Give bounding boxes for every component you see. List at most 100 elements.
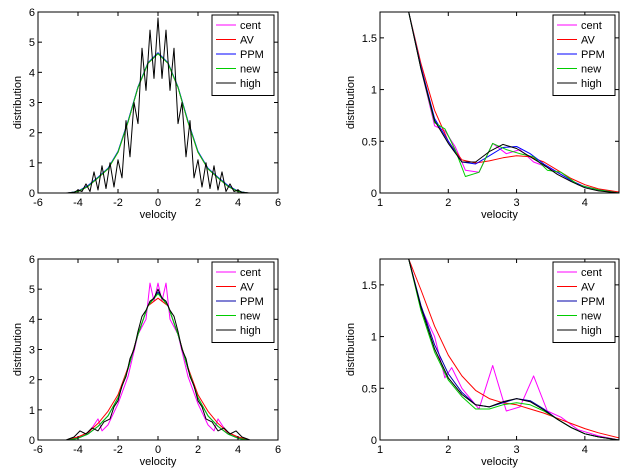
legend-label: new [240,64,260,76]
series-line-high [408,259,619,440]
y-tick-label: 4 [29,314,35,326]
series-line-AV [408,12,619,193]
legend: cent AV PPM new high [211,14,275,96]
chart-panel-4: 1 2 3 4 0 0.5 1 1.5 velocity distribution cent AV PP… [345,258,620,468]
legend-box [552,261,616,343]
legend-label: PPM [240,49,264,61]
plot-lines [65,282,251,440]
legend-label: new [581,64,601,76]
legend-label: high [240,325,261,337]
series-line-new [67,53,249,193]
legend-label: cent [581,267,602,279]
legend: cent AV PPM new high [552,261,616,343]
y-tick-label: 1 [29,405,35,417]
legend: cent AV PPM new high [552,14,616,96]
legend-box [211,261,275,343]
y-tick-label: 1 [371,85,377,97]
series-line-high [65,288,251,440]
x-tick-label: -4 [73,444,83,456]
y-tick-label: 1 [371,332,377,344]
y-axis-label: distribution [345,323,357,376]
y-tick-label: 1 [29,158,35,170]
legend-label: high [581,78,602,90]
x-tick-label: -6 [33,444,43,456]
x-tick-label: 2 [445,444,451,456]
legend-label: PPM [240,296,264,308]
chart-panel-3: -6 -4 -2 0 2 4 6 0 1 2 3 4 5 6 velocity distribution cen… [12,254,281,468]
series-line-cent [408,259,619,440]
y-axis-label: distribution [12,76,24,129]
y-tick-label: 0 [371,435,377,447]
x-axis-label: velocity [140,209,177,221]
y-tick-label: 0 [371,188,377,200]
legend-box [211,14,275,96]
legend-box [552,14,616,96]
legend-label: new [240,311,260,323]
x-tick-label: -2 [113,444,123,456]
x-tick-label: 6 [275,444,281,456]
series-line-new [67,293,249,440]
chart-panel-2: 1 2 3 4 0 0.5 1 1.5 velocity distribution cent AV PP… [345,11,620,221]
legend-label: PPM [581,296,605,308]
x-tick-label: 4 [582,197,588,209]
legend-label: AV [240,35,255,47]
x-tick-label: -2 [113,197,123,209]
x-tick-label: 3 [514,197,520,209]
y-tick-label: 0 [29,435,35,447]
legend-label: cent [581,20,602,32]
series-line-high [65,17,251,193]
x-tick-label: 4 [235,444,241,456]
y-tick-label: 2 [29,375,35,387]
plot-lines [408,259,619,440]
x-axis-label: velocity [140,456,177,468]
series-line-AV [67,297,249,440]
y-tick-label: 6 [29,254,35,266]
x-tick-label: 1 [377,444,383,456]
legend-label: AV [240,282,255,294]
y-tick-label: 0.5 [362,136,377,148]
plot-lines [408,12,619,193]
x-tick-label: 0 [155,444,161,456]
y-tick-label: 0.5 [362,383,377,395]
y-tick-label: 1.5 [362,280,377,292]
y-axis-label: distribution [12,323,24,376]
x-tick-label: 0 [155,197,161,209]
legend-label: new [581,311,601,323]
x-tick-label: -6 [33,197,43,209]
y-tick-label: 0 [29,188,35,200]
y-tick-label: 5 [29,37,35,49]
legend-label: AV [581,282,596,294]
plot-lines [65,17,251,193]
x-tick-label: 4 [235,197,241,209]
x-tick-label: -4 [73,197,83,209]
series-line-high [408,12,619,193]
x-tick-label: 2 [195,197,201,209]
y-tick-label: 2 [29,128,35,140]
legend-label: cent [240,20,261,32]
x-axis-label: velocity [481,209,518,221]
legend-label: high [581,325,602,337]
x-tick-label: 2 [195,444,201,456]
x-tick-label: 2 [445,197,451,209]
legend-label: PPM [581,49,605,61]
x-tick-label: 6 [275,197,281,209]
axes-box [379,11,620,194]
y-tick-label: 4 [29,67,35,79]
legend: cent AV PPM new high [211,261,275,343]
chart-panel-1: -6 -4 -2 0 2 4 6 0 1 2 3 4 5 6 velocity distribution cen… [12,7,281,221]
legend-label: high [240,78,261,90]
x-tick-label: 1 [377,197,383,209]
series-line-cent [67,282,249,440]
y-axis-label: distribution [345,76,357,129]
y-tick-label: 6 [29,7,35,19]
axes-box [379,258,620,441]
y-tick-label: 3 [29,98,35,110]
series-line-PPM [408,12,619,193]
legend-label: AV [581,35,596,47]
y-tick-label: 3 [29,345,35,357]
x-tick-label: 3 [514,444,520,456]
y-tick-label: 1.5 [362,33,377,45]
x-axis-label: velocity [481,456,518,468]
x-tick-label: 4 [582,444,588,456]
